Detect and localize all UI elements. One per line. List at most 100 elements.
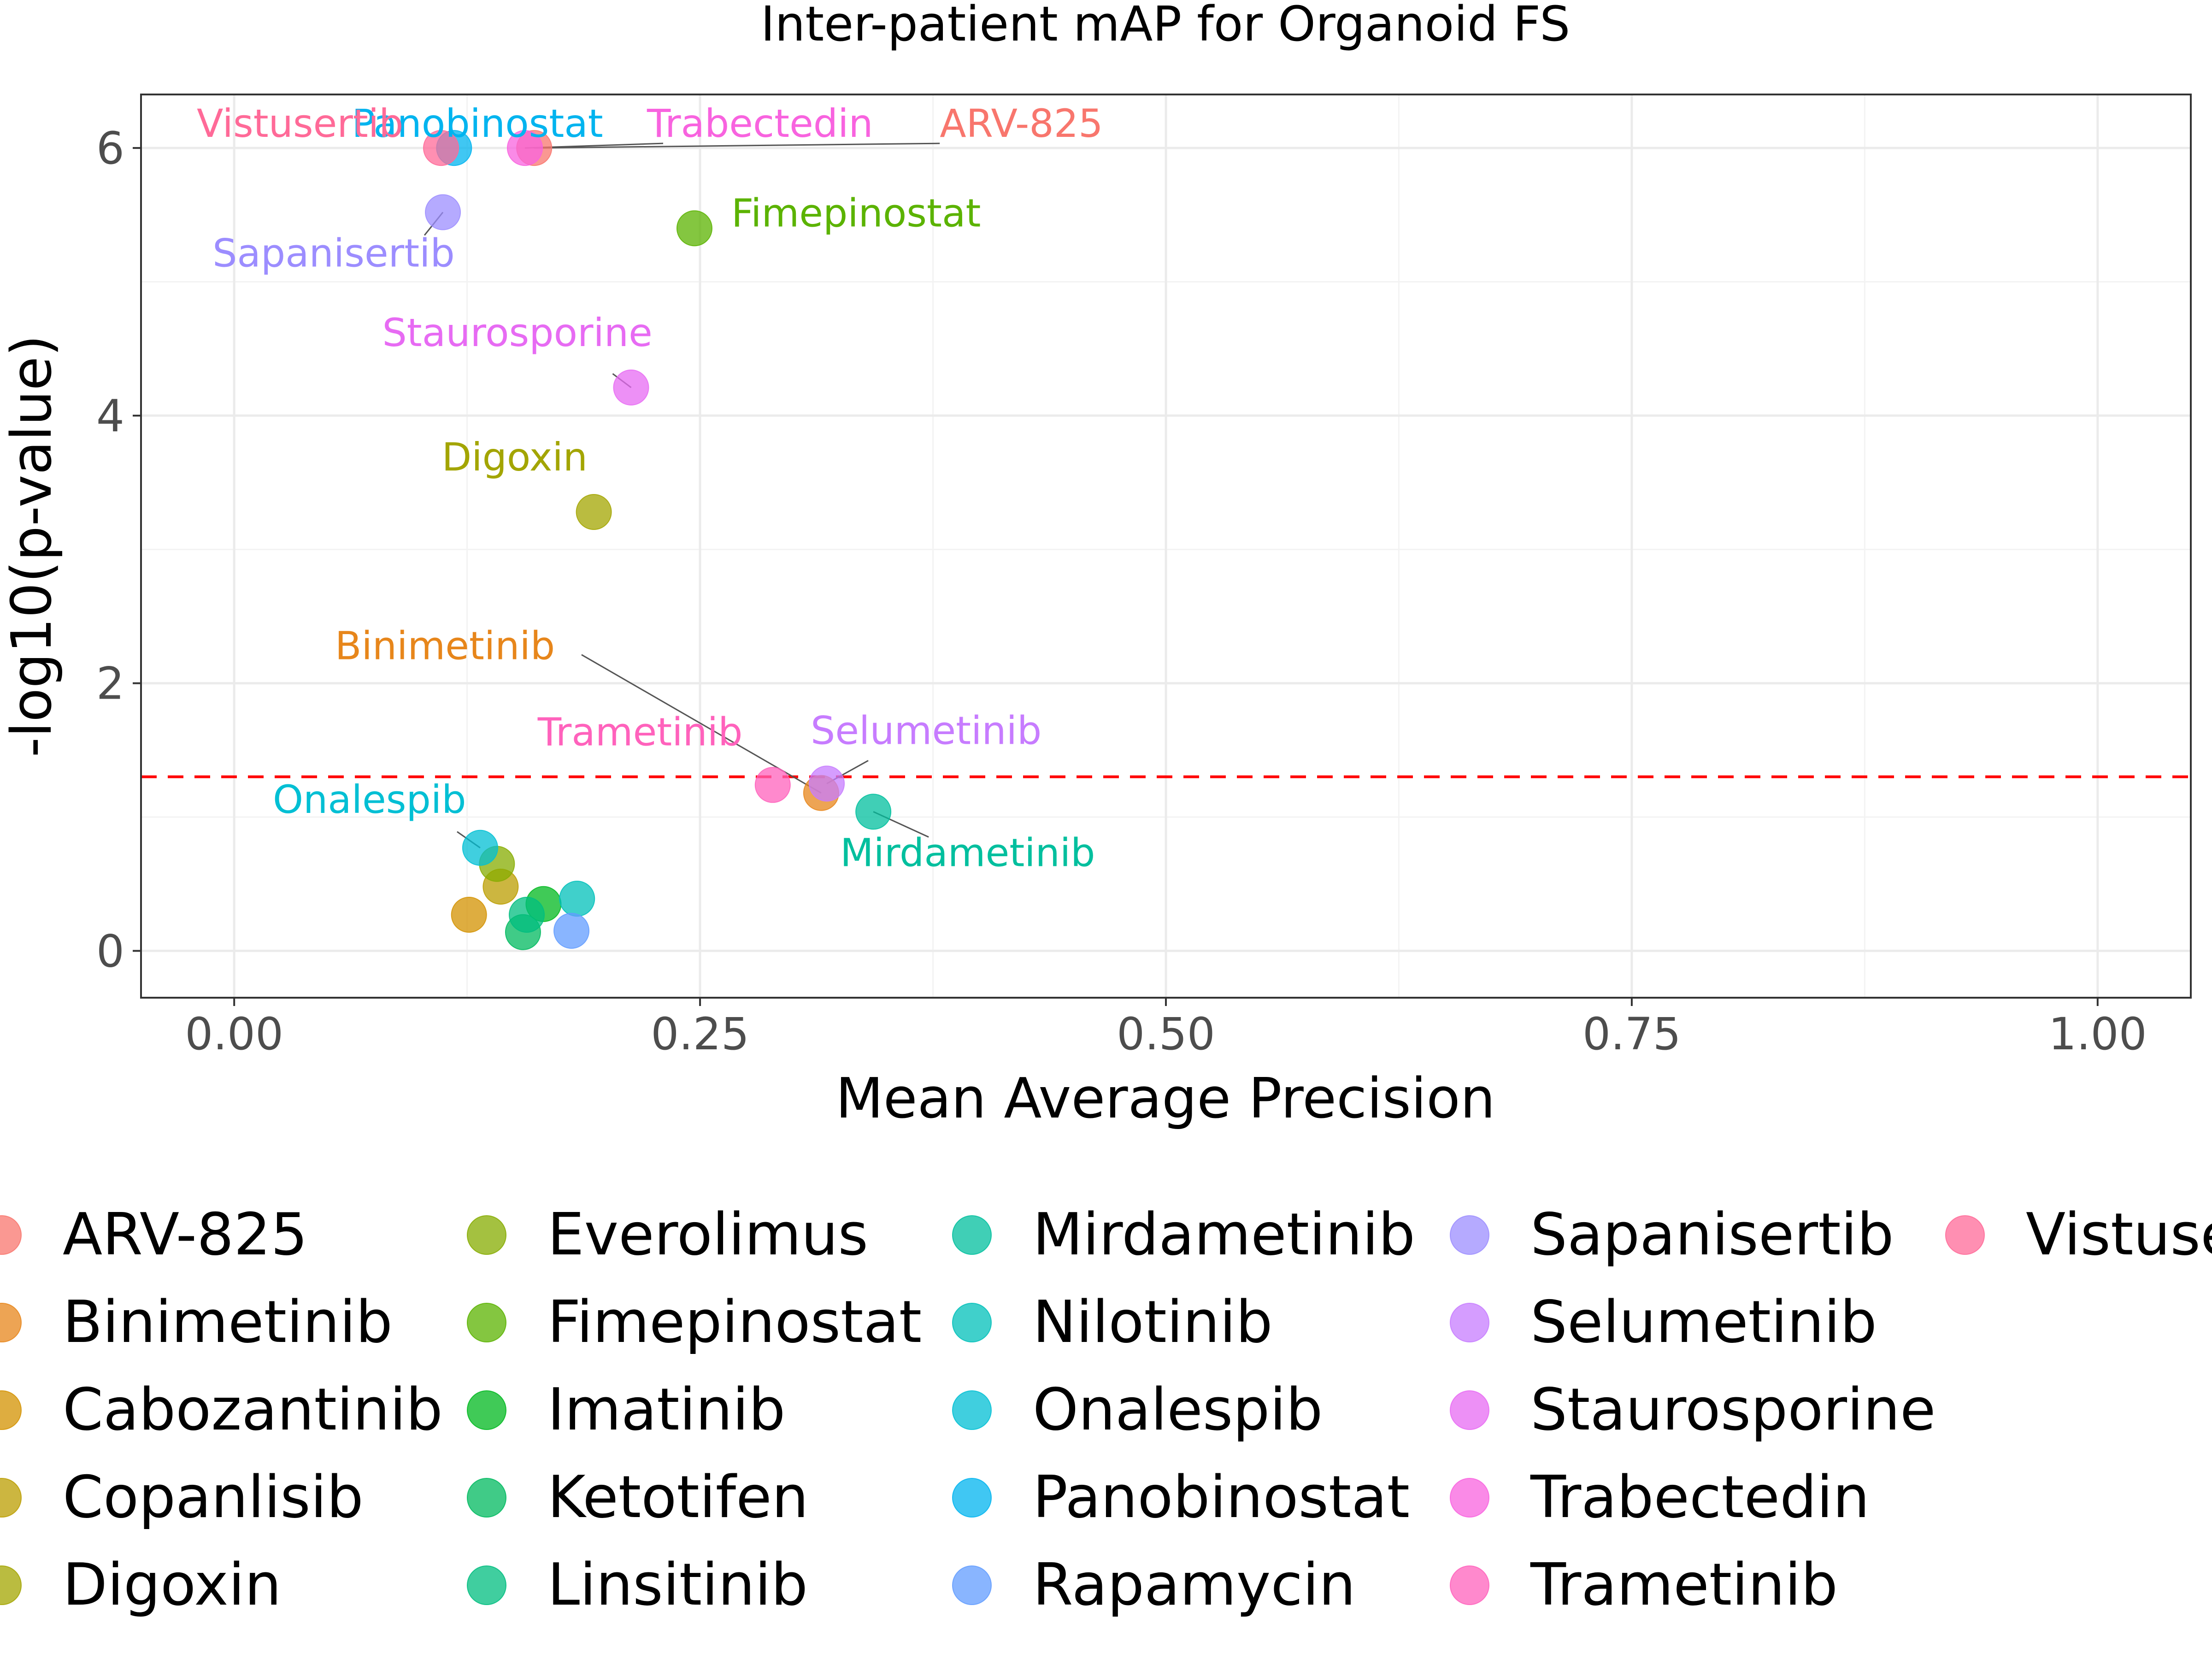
x-axis-title: Mean Average Precision (835, 1067, 1495, 1131)
legend-label: ARV-825 (63, 1200, 308, 1268)
legend-item: Onalespib (952, 1376, 1323, 1443)
data-point-vistusertib (423, 130, 459, 166)
legend-item: Sapanisertib (1450, 1200, 1894, 1268)
legend-label: Trametinib (1530, 1551, 1838, 1618)
legend-key-copanlisib (0, 1478, 22, 1518)
x-tick-label: 0.25 (651, 1008, 749, 1060)
y-tick-label: 4 (96, 390, 124, 442)
x-tick-label: 0.00 (185, 1008, 283, 1060)
legend-label: Everolimus (547, 1200, 868, 1268)
legend-item: Mirdametinib (952, 1200, 1415, 1268)
legend-key-trabectedin (1450, 1478, 1489, 1518)
x-tick-label: 0.75 (1583, 1008, 1681, 1060)
data-point-mirdametinib (855, 794, 892, 830)
legend-label: Mirdametinib (1033, 1200, 1415, 1268)
legend-item: Staurosporine (1450, 1376, 1936, 1443)
legend-key-linsitinib (467, 1565, 506, 1605)
legend-label: Rapamycin (1033, 1551, 1356, 1618)
legend-label: Vistusertib (2026, 1200, 2212, 1268)
point-label-fimepinostat: Fimepinostat (731, 190, 981, 235)
data-point-staurosporine (613, 369, 649, 406)
legend-item: Ketotifen (467, 1463, 809, 1531)
legend-key-binimetinib (0, 1303, 22, 1342)
legend-label: Ketotifen (547, 1463, 809, 1531)
legend-item: Selumetinib (1450, 1288, 1877, 1356)
y-axis-title: -log10(p-value) (0, 335, 64, 758)
x-tick-label: 1.00 (2048, 1008, 2147, 1060)
data-point-trabectedin (506, 130, 543, 166)
data-point-onalespib (462, 830, 498, 866)
data-point-selumetinib (809, 765, 845, 802)
legend-key-sapanisertib (1450, 1215, 1489, 1255)
point-label-panobinostat: Panobinostat (352, 101, 603, 146)
legend-key-cabozantinib (0, 1390, 22, 1430)
legend-key-nilotinib (952, 1303, 992, 1342)
x-axis: 0.00 0.25 0.50 0.75 1.00 (185, 998, 2147, 1060)
point-labels: ARV-825 Binimetinib Digoxin Fimepinostat Mir… (197, 101, 1103, 875)
legend: ARV-825 Binimetinib Cabozantinib Copanlisib… (0, 1200, 2212, 1618)
point-label-binimetinib: Binimetinib (335, 624, 555, 669)
legend-item: Cabozantinib (0, 1376, 443, 1443)
legend-label: Linsitinib (547, 1551, 808, 1618)
legend-label: Staurosporine (1530, 1376, 1936, 1443)
data-point-rapamycin (553, 912, 590, 949)
legend-key-fimepinostat (467, 1303, 506, 1342)
grid-major (141, 94, 2191, 998)
y-tick-label: 2 (96, 658, 124, 710)
data-points (423, 130, 892, 950)
point-label-vistusertib: Vistusertib (197, 101, 403, 146)
legend-item: Trametinib (1450, 1551, 1838, 1618)
legend-item: Binimetinib (0, 1288, 393, 1356)
legend-label: Selumetinib (1530, 1288, 1877, 1356)
legend-item: Panobinostat (952, 1463, 1410, 1531)
point-label-staurosporine: Staurosporine (382, 310, 652, 355)
legend-item: Fimepinostat (467, 1288, 922, 1356)
legend-item: Linsitinib (467, 1551, 808, 1618)
point-label-mirdametinib: Mirdametinib (840, 830, 1095, 875)
data-point-nilotinib (559, 881, 595, 917)
point-label-trametinib: Trametinib (537, 709, 743, 754)
plot-panel: ARV-825 Binimetinib Digoxin Fimepinostat Mir… (140, 94, 2192, 999)
legend-key-arv-825 (0, 1215, 22, 1255)
data-point-sapanisertib (425, 194, 461, 230)
legend-key-imatinib (467, 1390, 506, 1430)
chart-title: Inter-patient mAP for Organoid FS (761, 0, 1570, 52)
y-axis: 0 2 4 6 (96, 123, 141, 977)
legend-key-staurosporine (1450, 1390, 1489, 1430)
legend-item: Rapamycin (952, 1551, 1356, 1618)
legend-label: Sapanisertib (1530, 1200, 1894, 1268)
point-label-trabectedin: Trabectedin (647, 101, 873, 146)
legend-key-selumetinib (1450, 1303, 1489, 1342)
legend-label: Copanlisib (63, 1463, 364, 1531)
data-point-fimepinostat (676, 210, 712, 247)
legend-label: Onalespib (1033, 1376, 1323, 1443)
point-label-selumetinib: Selumetinib (811, 708, 1041, 753)
legend-label: Cabozantinib (63, 1376, 443, 1443)
data-point-digoxin (576, 494, 612, 530)
legend-item: Trabectedin (1450, 1463, 1870, 1531)
legend-key-everolimus (467, 1215, 506, 1255)
legend-label: Binimetinib (63, 1288, 393, 1356)
legend-key-onalespib (952, 1390, 992, 1430)
legend-key-trametinib (1450, 1565, 1489, 1605)
legend-item: Everolimus (467, 1200, 868, 1268)
y-tick-label: 6 (96, 123, 124, 174)
x-tick-label: 0.50 (1117, 1008, 1215, 1060)
y-tick-label: 0 (96, 925, 124, 977)
legend-label: Fimepinostat (547, 1288, 922, 1356)
point-label-arv-825: ARV-825 (940, 101, 1103, 146)
legend-label: Nilotinib (1033, 1288, 1273, 1356)
legend-item: Nilotinib (952, 1288, 1273, 1356)
legend-label: Imatinib (547, 1376, 785, 1443)
legend-item: ARV-825 (0, 1200, 308, 1268)
data-point-trametinib (754, 767, 791, 803)
point-label-onalespib: Onalespib (273, 777, 466, 822)
legend-label: Panobinostat (1033, 1463, 1410, 1531)
point-label-digoxin: Digoxin (442, 435, 588, 480)
legend-key-mirdametinib (952, 1215, 992, 1255)
legend-label: Digoxin (63, 1551, 282, 1618)
legend-item: Copanlisib (0, 1463, 364, 1531)
legend-item: Digoxin (0, 1551, 282, 1618)
leader-line-arv-825 (534, 142, 940, 149)
